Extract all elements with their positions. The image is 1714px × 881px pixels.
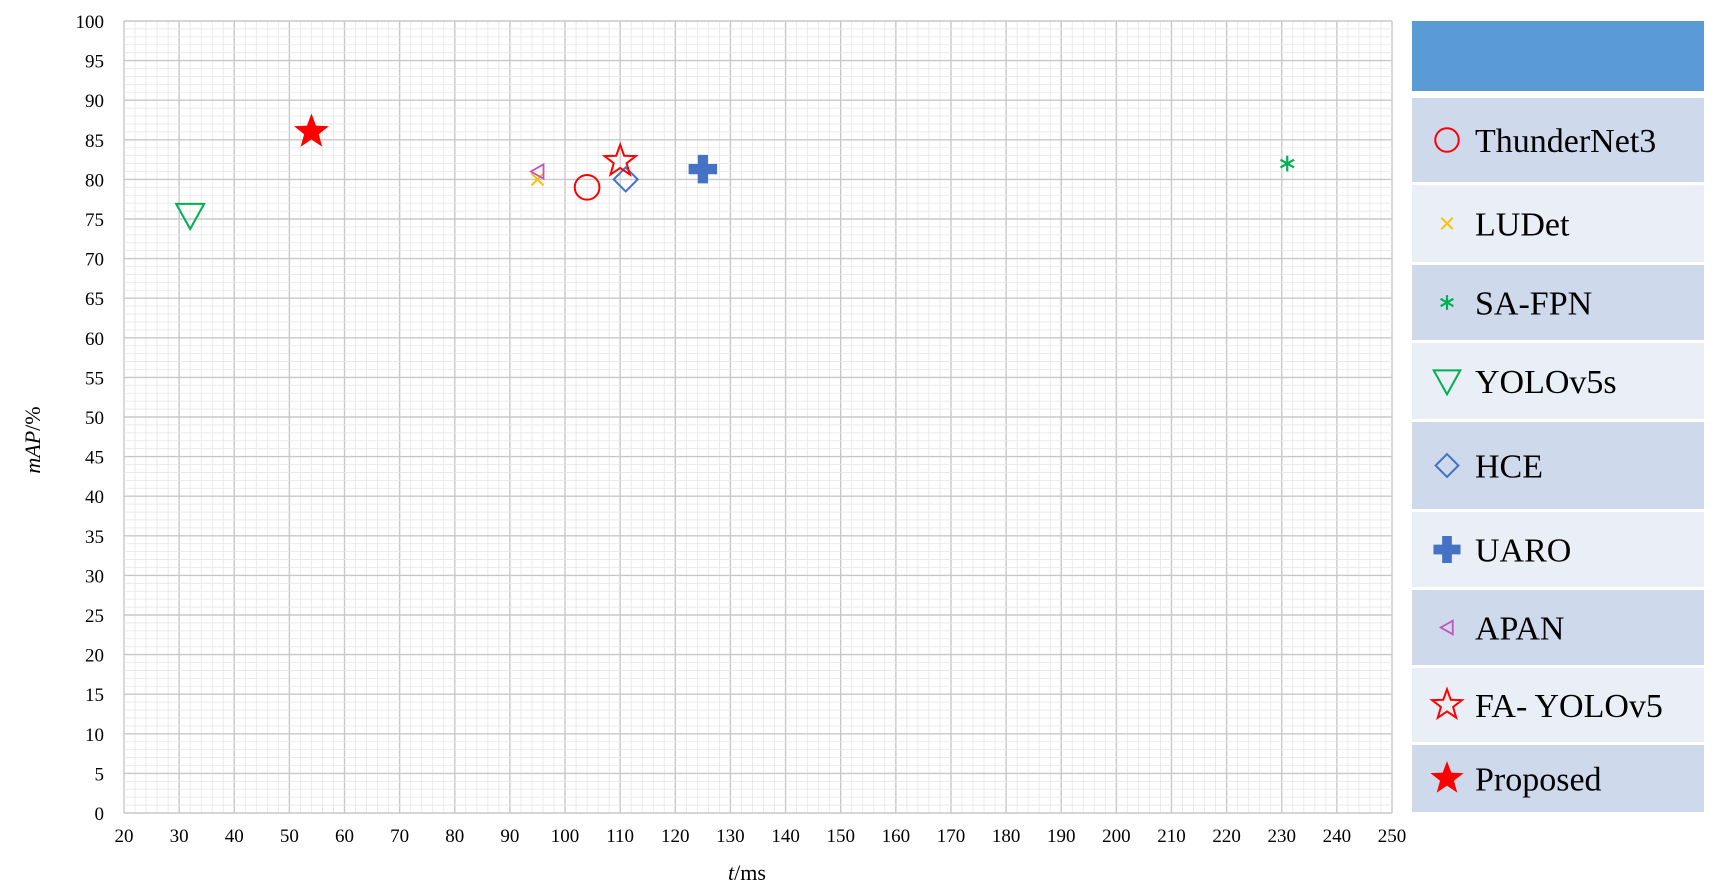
legend-marker-ludet [1440,217,1454,230]
y-tick-label: 95 [85,52,104,73]
y-tick-label: 90 [85,91,104,112]
legend-label-fa-yolov5: FA- YOLOv5 [1475,688,1663,725]
legend-marker-apan [1438,619,1454,636]
data-point-sa-fpn [1279,155,1295,172]
legend-label-yolov5s: YOLOv5s [1475,364,1617,401]
data-point-thundernet3 [573,173,601,201]
x-tick-label: 110 [606,826,634,847]
y-axis-title-var: mAP [20,431,45,474]
data-points [174,113,1295,232]
legend-header [1412,21,1704,91]
y-tick-label: 15 [85,685,104,706]
x-tick-label: 210 [1157,826,1186,847]
y-tick-label: 0 [95,804,105,825]
legend-marker-fa-yolov5 [1429,686,1465,721]
legend-marker-proposed [1430,761,1464,793]
legend-row-thundernet3 [1412,98,1704,182]
y-tick-label: 55 [85,368,104,389]
data-point-apan [529,162,545,181]
legend-label-ludet: LUDet [1475,207,1570,244]
x-tick-label: 200 [1102,826,1131,847]
legend-marker-sa-fpn [1440,295,1454,310]
y-tick-label: 65 [85,289,104,310]
x-tick-label: 230 [1267,826,1296,847]
legend-row-apan [1412,590,1704,665]
legend: ThunderNet3 LUDet SA-FPN YOLOv5s HCE UARO APAN… [1412,21,1704,812]
x-tick-label: 80 [445,826,464,847]
y-tick-label: 5 [95,764,105,785]
legend-label-thundernet3: ThunderNet3 [1475,123,1656,160]
grid [123,20,1393,814]
x-axis-title-var: t [728,860,735,881]
legend-label-apan: APAN [1475,611,1564,648]
legend-row-hce [1412,422,1704,509]
data-point-ludet [530,172,545,187]
data-point-yolov5s [174,202,206,232]
x-tick-label: 150 [826,826,855,847]
x-tick-label: 220 [1212,826,1241,847]
x-tick-label: 190 [1047,826,1076,847]
y-tick-label: 85 [85,131,104,152]
x-tick-label: 60 [335,826,354,847]
x-tick-label: 160 [882,826,911,847]
x-tick-label: 50 [280,826,299,847]
y-tick-label: 10 [85,725,104,746]
x-tick-label: 130 [716,826,745,847]
x-axis-title-unit: /ms [734,860,766,881]
x-tick-label: 140 [771,826,800,847]
x-tick-label: 250 [1378,826,1407,847]
x-tick-label: 20 [115,826,134,847]
data-point-fa-yolov5 [601,141,639,177]
y-tick-label: 30 [85,566,104,587]
x-axis-title: t/ms [728,860,766,881]
y-axis-title: mAP/% [20,406,45,473]
y-tick-label: 25 [85,606,104,627]
x-tick-label: 170 [937,826,966,847]
y-tick-label: 40 [85,487,104,508]
y-tick-label: 50 [85,408,104,429]
legend-marker-uaro [1433,535,1461,564]
data-point-hce [612,165,640,193]
x-tick-label: 90 [500,826,519,847]
legend-row-proposed [1412,745,1704,812]
y-tick-label: 75 [85,210,104,231]
data-point-proposed [293,113,329,147]
x-tick-label: 240 [1323,826,1352,847]
tick-labels: 20 30 40 50 60 70 80 90 100 110 120 130 140 150 160 170… [76,12,1407,847]
legend-marker-hce [1434,452,1460,479]
y-tick-label: 80 [85,170,104,191]
y-tick-label: 45 [85,448,104,469]
y-tick-label: 70 [85,250,104,271]
x-tick-label: 120 [661,826,690,847]
legend-label-proposed: Proposed [1475,762,1602,799]
legend-row-fa-yolov5 [1412,668,1704,742]
legend-label-sa-fpn: SA-FPN [1475,286,1592,323]
x-tick-label: 30 [170,826,189,847]
legend-marker-thundernet3 [1434,127,1460,153]
legend-row-uaro [1412,512,1704,587]
legend-row-yolov5s [1412,343,1704,419]
legend-marker-yolov5s [1432,369,1462,397]
y-tick-label: 35 [85,527,104,548]
legend-row-sa-fpn [1412,265,1704,340]
legend-label-hce: HCE [1475,449,1543,486]
legend-label-uaro: UARO [1475,533,1571,570]
axis-titles: t/ms mAP/% [20,406,766,881]
x-tick-label: 70 [390,826,409,847]
y-tick-label: 60 [85,329,104,350]
y-tick-label: 100 [76,12,105,33]
legend-row-ludet [1412,185,1704,262]
y-axis-title-unit: /% [20,406,45,430]
y-tick-label: 20 [85,646,104,667]
x-tick-label: 100 [551,826,580,847]
x-tick-label: 40 [225,826,244,847]
x-tick-label: 180 [992,826,1021,847]
data-point-uaro [688,154,718,184]
